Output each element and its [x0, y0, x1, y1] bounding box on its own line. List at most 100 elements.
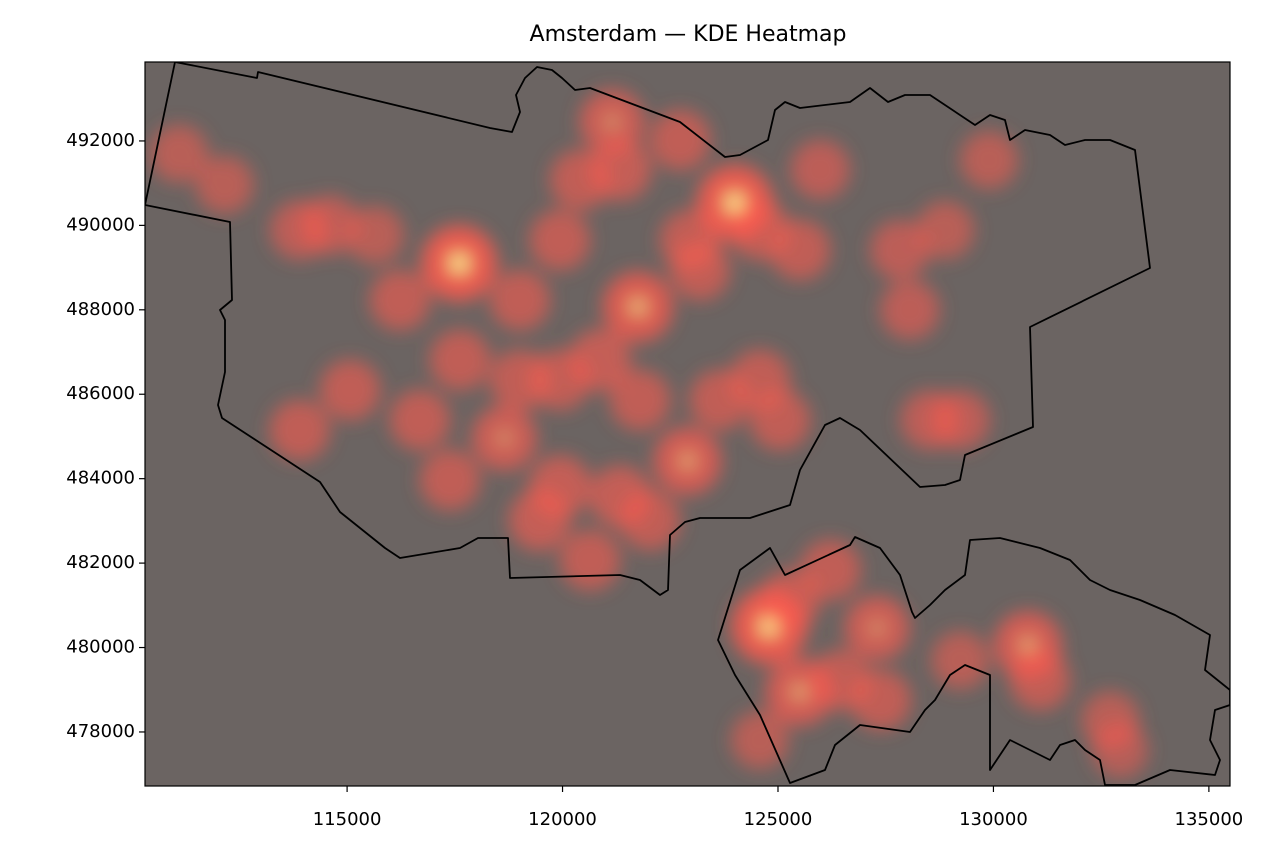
hotspot: [749, 389, 811, 451]
x-tick-label: 115000: [313, 809, 382, 830]
hotspot: [931, 631, 990, 690]
hotspot: [930, 390, 990, 450]
hotspot: [880, 280, 940, 340]
hotspot: [300, 195, 360, 255]
hotspot-glow: [960, 131, 1019, 189]
hotspot: [346, 206, 404, 264]
hotspot-glow: [389, 389, 451, 451]
y-tick-label: 484000: [66, 468, 135, 489]
hotspot: [870, 220, 930, 280]
hotspot: [960, 131, 1019, 189]
hotspot-glow: [769, 219, 831, 281]
x-tick-label: 125000: [744, 809, 813, 830]
hotspot-core: [1021, 638, 1034, 651]
hotspot: [369, 269, 431, 331]
hotspot: [195, 155, 254, 214]
y-tick-label: 488000: [66, 299, 135, 320]
x-tick-label: 120000: [528, 809, 597, 830]
hotspot: [916, 201, 975, 259]
hotspot-glow: [749, 389, 811, 451]
hotspot: [609, 369, 671, 431]
hotspot: [489, 349, 551, 411]
hotspot: [653, 427, 722, 495]
hotspot: [1009, 649, 1071, 711]
hotspot-glow: [609, 369, 671, 431]
hotspot: [649, 109, 711, 171]
hotspot-glow: [150, 124, 208, 183]
hotspot-glow: [730, 711, 789, 769]
hotspot-glow: [916, 201, 975, 259]
hotspot-glow: [850, 669, 912, 731]
y-tick-label: 486000: [66, 383, 135, 404]
hotspot-glow: [589, 138, 652, 201]
hotspot: [419, 449, 481, 511]
hotspot-glow: [619, 489, 681, 551]
hotspot: [579, 89, 645, 155]
hotspot-glow: [559, 529, 621, 591]
hotspot-core: [499, 433, 510, 444]
hotspot-glow: [529, 209, 591, 271]
hotspot-glow: [759, 569, 821, 631]
hotspot-glow: [489, 269, 551, 331]
hotspot-core: [725, 194, 744, 213]
hotspot-glow: [508, 489, 571, 552]
chart-title: Amsterdam — KDE Heatmap: [530, 22, 847, 47]
hotspot: [619, 489, 681, 551]
hotspot-glow: [790, 140, 850, 200]
hotspot: [269, 399, 330, 461]
boundary: [717, 536, 1230, 786]
hotspot: [559, 529, 621, 591]
hotspot: [150, 124, 208, 183]
hotspot: [421, 225, 498, 302]
heat-layer: [150, 89, 1149, 779]
boundary: [145, 62, 1151, 596]
hotspot: [602, 271, 674, 343]
hotspot-glow: [369, 269, 431, 331]
x-tick-label: 135000: [1175, 809, 1244, 830]
hotspot: [319, 359, 381, 421]
hotspot: [429, 329, 491, 391]
hotspot: [769, 219, 831, 281]
hotspot-glow: [930, 390, 990, 450]
hotspot-core: [681, 454, 694, 467]
hotspot: [589, 138, 652, 201]
plot-frame: [144, 61, 1231, 787]
hotspot: [1091, 721, 1149, 779]
y-tick-label: 492000: [66, 130, 135, 151]
hotspot: [790, 140, 850, 200]
y-tick-label: 490000: [66, 214, 135, 235]
hotspot-glow: [300, 195, 360, 255]
y-tick-label: 480000: [66, 637, 135, 658]
hotspot-glow: [489, 349, 551, 411]
hotspot-glow: [649, 109, 711, 171]
hotspot: [759, 569, 821, 631]
hotspot-glow: [419, 449, 481, 511]
hotspot-core: [872, 623, 883, 634]
hotspot-core: [450, 254, 469, 273]
hotspot: [529, 209, 591, 271]
hotspot-glow: [669, 239, 731, 301]
hotspot: [844, 595, 910, 661]
hotspot-glow: [931, 631, 990, 690]
hotspot: [850, 669, 912, 731]
hotspot-glow: [269, 399, 330, 461]
hotspot: [489, 269, 551, 331]
hotspot: [569, 329, 632, 392]
hotspot-glow: [319, 359, 381, 421]
hotspot: [389, 389, 451, 451]
hotspot-core: [793, 685, 806, 698]
hotspot-glow: [195, 155, 254, 214]
hotspot-glow: [870, 220, 930, 280]
hotspot-glow: [429, 329, 491, 391]
hotspot-glow: [346, 206, 404, 264]
hotspot-glow: [1091, 721, 1149, 779]
hotspot: [508, 489, 571, 552]
hotspot-glow: [880, 280, 940, 340]
hotspot: [730, 711, 789, 769]
hotspot-core: [630, 299, 645, 314]
y-tick-label: 482000: [66, 552, 135, 573]
x-tick-label: 130000: [959, 809, 1028, 830]
boundaries: [145, 62, 1230, 786]
